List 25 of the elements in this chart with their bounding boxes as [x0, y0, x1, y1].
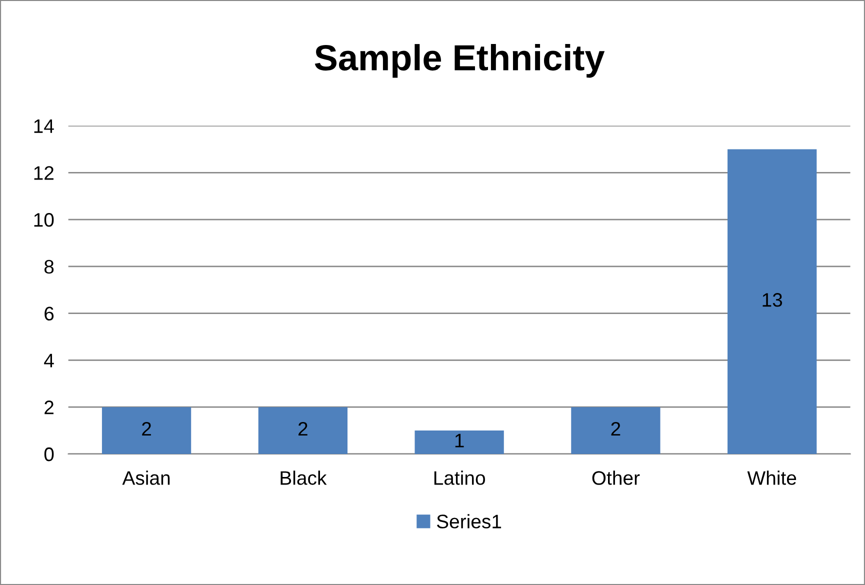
chart-title: Sample Ethnicity	[314, 44, 605, 78]
x-tick-label: White	[747, 470, 796, 485]
data-label: 2	[142, 422, 151, 436]
bar	[102, 407, 192, 454]
data-label: 2	[298, 422, 308, 436]
data-label: 2	[611, 422, 620, 436]
y-tick-label: 0	[44, 447, 54, 462]
y-tick-label: 10	[34, 213, 54, 227]
bar	[414, 430, 504, 454]
bar	[571, 407, 660, 454]
x-tick-label: Asian	[122, 470, 170, 485]
bar	[258, 407, 348, 454]
y-tick-label: 4	[44, 354, 54, 368]
y-tick-label: 12	[34, 166, 54, 180]
x-tick-label: Other	[592, 470, 640, 485]
x-tick-label: Black	[280, 470, 327, 485]
y-tick-label: 8	[44, 260, 54, 274]
y-tick-label: 6	[44, 306, 54, 321]
data-label: 13	[762, 293, 782, 307]
bar	[728, 149, 817, 454]
data-label: 1	[455, 434, 464, 448]
x-tick-label: Latino	[434, 470, 485, 485]
legend-label: Series1	[436, 514, 502, 528]
y-tick-label: 2	[44, 400, 54, 414]
y-tick-label: 14	[34, 119, 54, 133]
